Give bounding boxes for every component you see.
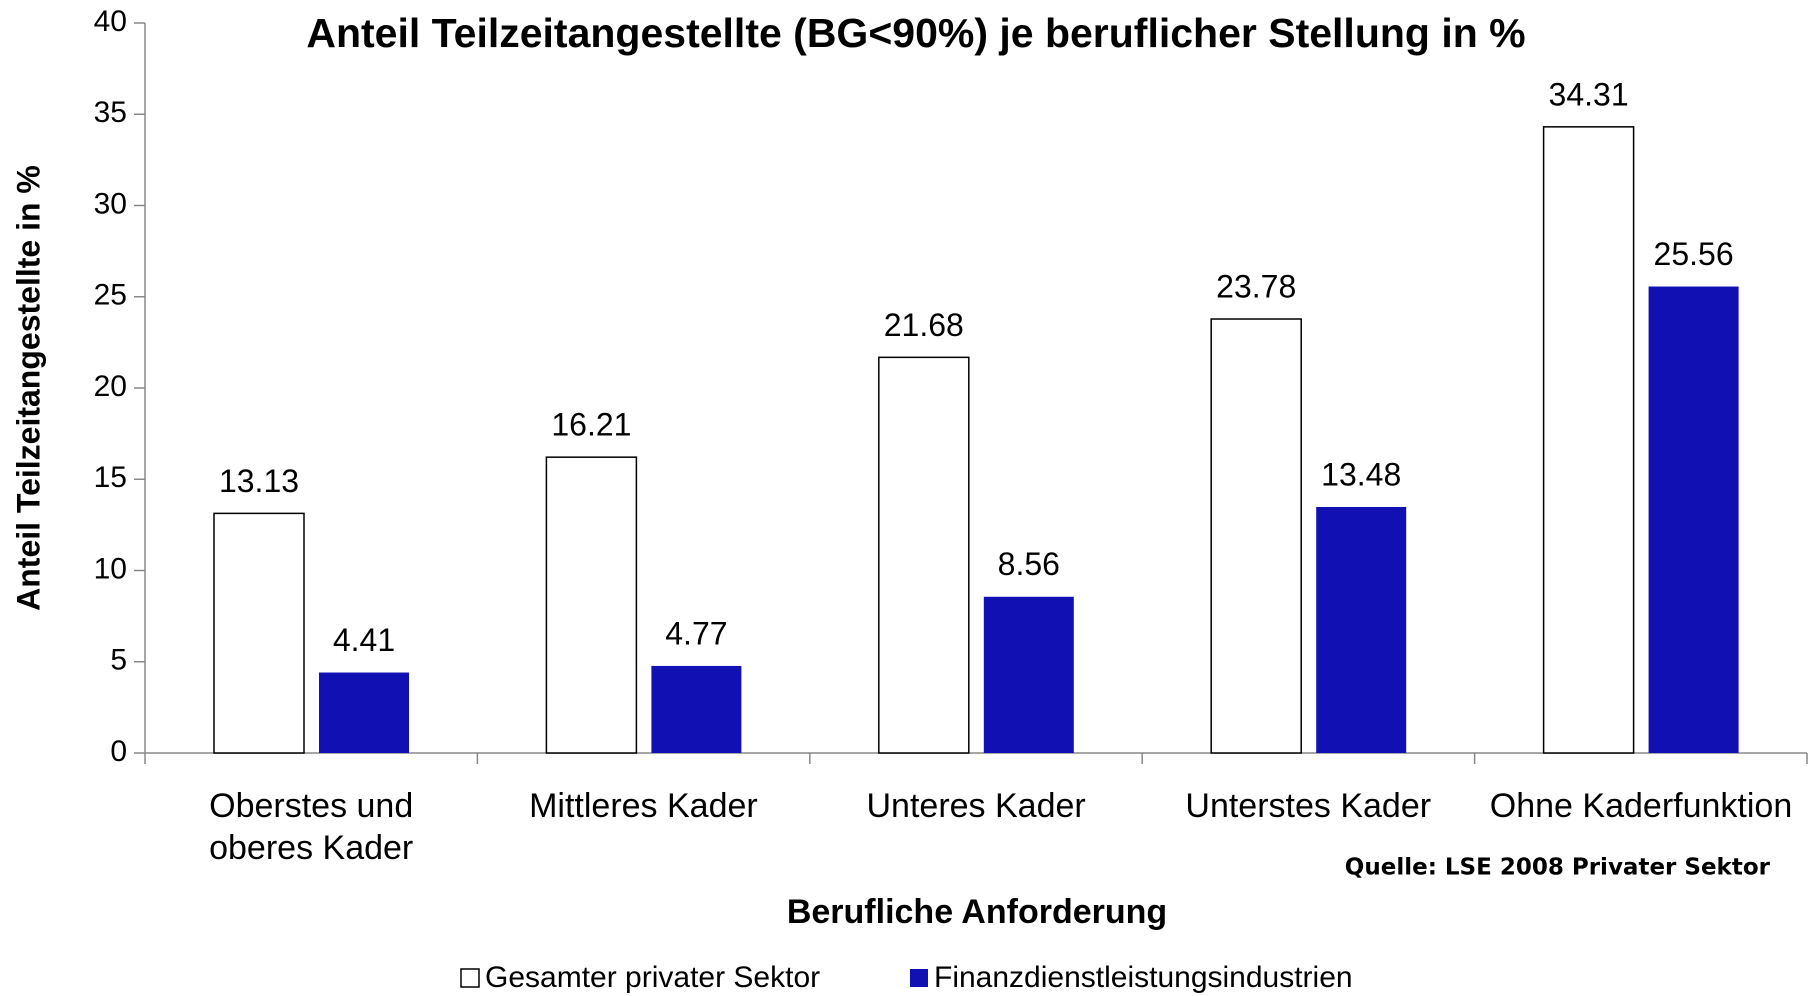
x-tick-label: Unterstes Kader xyxy=(1185,787,1432,825)
y-tick-label: 25 xyxy=(94,279,127,312)
y-tick-label: 15 xyxy=(94,461,127,494)
x-tick-label: Unteres Kader xyxy=(866,787,1086,825)
bar xyxy=(1210,318,1302,754)
value-label: 8.56 xyxy=(998,546,1060,582)
bar xyxy=(1316,506,1407,753)
value-label: 4.77 xyxy=(665,615,727,651)
y-tick-label: 10 xyxy=(94,552,127,585)
value-label: 13.48 xyxy=(1321,456,1401,492)
y-tick-label: 40 xyxy=(94,5,127,38)
y-tick-label: 30 xyxy=(94,187,127,220)
x-axis-label: Berufliche Anforderung xyxy=(787,893,1167,931)
bar xyxy=(651,665,742,753)
legend-swatch xyxy=(910,969,928,987)
x-tick-label: Oberstes und oberes Kader xyxy=(209,787,414,867)
bar xyxy=(983,596,1074,753)
y-axis-label: Anteil Teilzeitangestellte in % xyxy=(10,165,46,611)
bar xyxy=(1648,286,1739,753)
bar xyxy=(319,672,409,753)
x-tick-label: Ohne Kaderfunktion xyxy=(1489,787,1793,825)
bar xyxy=(545,456,638,754)
value-label: 34.31 xyxy=(1549,76,1629,112)
value-label: 13.13 xyxy=(219,463,299,499)
y-tick-label: 20 xyxy=(94,370,127,403)
value-label: 21.68 xyxy=(884,307,964,343)
legend-swatch xyxy=(460,968,480,988)
bar xyxy=(878,356,970,754)
y-tick-label: 35 xyxy=(94,96,127,129)
bar xyxy=(1542,126,1635,754)
legend-label: Gesamter privater Sektor xyxy=(485,961,820,994)
value-label: 16.21 xyxy=(551,407,631,443)
chart-title: Anteil Teilzeitangestellte (BG<90%) je b… xyxy=(306,10,1525,56)
value-label: 23.78 xyxy=(1216,268,1296,304)
y-tick-label: 0 xyxy=(110,735,127,768)
source-note: Quelle: LSE 2008 Privater Sektor xyxy=(1345,855,1771,881)
x-tick-label: Mittleres Kader xyxy=(529,787,758,825)
value-label: 25.56 xyxy=(1654,236,1734,272)
bar xyxy=(213,512,305,754)
y-tick-label: 5 xyxy=(110,644,127,677)
value-label: 4.41 xyxy=(333,622,395,658)
legend-label: Finanzdienstleistungsindustrien xyxy=(934,961,1353,994)
